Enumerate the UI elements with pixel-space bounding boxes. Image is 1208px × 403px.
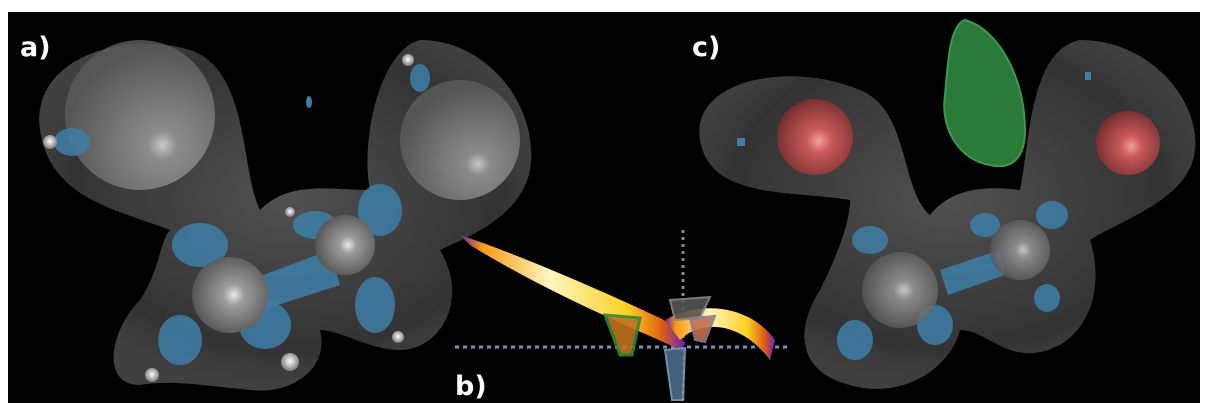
panel-label: c) [692,32,720,63]
trajectory-b [455,230,790,401]
panel-label: b) [455,371,487,402]
molecule-c [699,18,1196,389]
panel-label: a) [20,32,51,63]
molecule-a [39,40,532,391]
